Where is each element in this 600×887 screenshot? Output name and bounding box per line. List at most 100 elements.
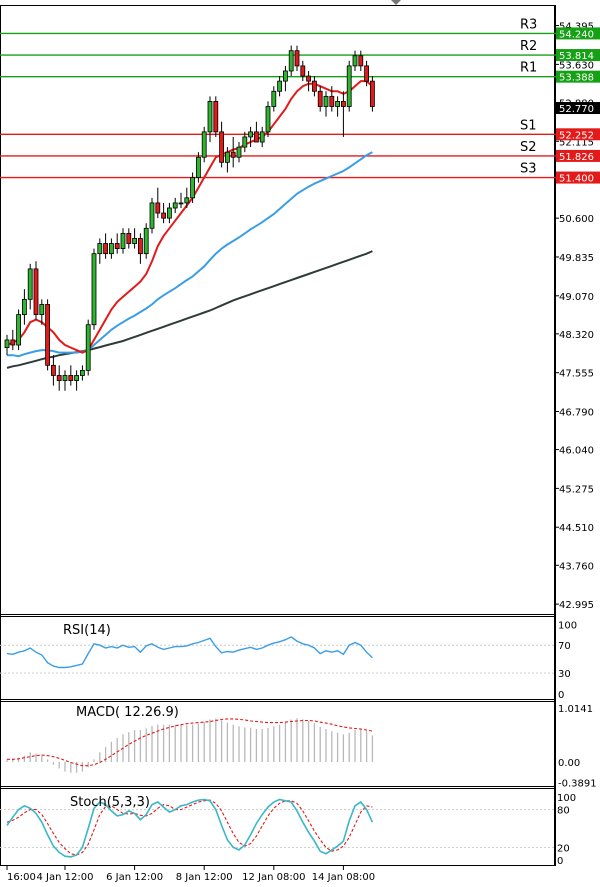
candle-body (288, 50, 294, 72)
candle-body (259, 131, 265, 143)
candle-body (120, 232, 126, 249)
y-tick-label: 49.835 (559, 253, 594, 264)
stoch-tick-label: 20 (557, 843, 570, 854)
pivot-name-s3: S3 (520, 162, 537, 177)
candle-body (190, 177, 196, 199)
candle-body (51, 364, 56, 376)
last-price-box (556, 102, 600, 115)
candle-body (230, 151, 236, 158)
candle-body (74, 375, 79, 381)
chart-frame (0, 5, 555, 866)
macd-title: MACD( 12.26.9) (76, 705, 179, 720)
candle-body (114, 243, 120, 249)
candle-body (172, 202, 178, 209)
candle-body (85, 324, 91, 371)
candle-body (300, 65, 306, 77)
candle-body (352, 55, 358, 67)
stoch-tick-label: 0 (557, 856, 563, 867)
y-tick-label: 42.995 (559, 600, 594, 611)
x-tick-label: 12 Jan 08:00 (242, 872, 305, 883)
candle-body (311, 80, 317, 92)
macd-tick-label: 0.00 (558, 758, 580, 769)
rsi-tick-label: 100 (558, 620, 577, 631)
pivot-price-box (556, 49, 600, 62)
x-tick-label: 16:00 (7, 872, 36, 883)
rsi-line (6, 636, 373, 669)
pivot-price-box (556, 128, 600, 141)
candle-body (10, 339, 16, 346)
y-tick-label: 52.115 (559, 137, 594, 148)
pivot-name-r3: R3 (520, 17, 537, 32)
candle-body (317, 90, 323, 107)
pivot-price-label: 51.826 (559, 152, 594, 163)
last-price-label: 52.770 (559, 104, 594, 115)
pivot-price-label: 53.388 (559, 73, 594, 84)
candle-body (201, 131, 207, 158)
candle-body (21, 298, 27, 315)
x-tick-label: 6 Jan 12:00 (106, 872, 163, 883)
candle-body (45, 304, 50, 366)
candle-body (207, 101, 213, 133)
candle-body (219, 131, 225, 163)
candle-body (236, 146, 242, 158)
x-tick-label: 4 Jan 12:00 (37, 872, 94, 883)
pivot-price-label: 52.252 (559, 130, 594, 141)
pivot-price-box (556, 27, 600, 40)
scroll-marker-icon (391, 0, 401, 5)
y-tick-label: 53.630 (559, 60, 594, 71)
candle-body (253, 131, 259, 143)
candle-body (329, 95, 335, 107)
candle-body (369, 80, 375, 107)
rsi-tick-label: 0 (558, 690, 564, 701)
y-tick-label: 48.320 (559, 330, 594, 341)
rsi-tick-label: 30 (558, 669, 571, 680)
candle-body (155, 202, 161, 214)
candle-body (195, 156, 201, 178)
rsi-tick-label: 70 (558, 641, 571, 652)
candle-body (27, 268, 33, 300)
y-tick-label: 49.070 (559, 292, 594, 303)
candle-body (56, 375, 62, 381)
rsi-title: RSI(14) (63, 623, 111, 638)
ma-blue-line (7, 151, 373, 358)
stoch-k-line (6, 798, 374, 858)
y-tick-label: 46.790 (559, 408, 594, 419)
candle-body (91, 253, 97, 326)
candle-body (103, 243, 108, 255)
candle-body (213, 101, 219, 133)
candle-body (166, 207, 172, 219)
pivot-price-box (556, 70, 600, 83)
candle-body (137, 238, 143, 255)
y-tick-label: 47.555 (559, 369, 594, 380)
pivot-name-s2: S2 (520, 140, 537, 155)
candle-body (271, 90, 277, 107)
candle-body (306, 75, 312, 82)
candle-body (143, 227, 149, 255)
candle-body (178, 202, 184, 205)
ma-dark-line (6, 250, 373, 369)
y-tick-label: 54.395 (559, 22, 594, 33)
candle-body (358, 55, 364, 67)
candle-body (277, 80, 283, 92)
y-tick-label: 50.600 (559, 214, 594, 225)
x-tick-label: 14 Jan 08:00 (312, 872, 375, 883)
candle-body (4, 339, 10, 348)
candle-body (248, 131, 254, 138)
macd-tick-label: -0.3891 (558, 779, 597, 790)
candle-body (346, 65, 352, 107)
candle-body (265, 106, 271, 133)
stoch-title: Stoch(5,3,3) (70, 795, 150, 810)
candle-body (294, 50, 300, 67)
candle-body (242, 136, 248, 148)
y-tick-label: 46.040 (559, 446, 594, 457)
pivot-name-s1: S1 (520, 118, 537, 133)
candle-body (109, 243, 114, 255)
candle-body (132, 238, 138, 244)
pivot-price-box (556, 149, 600, 162)
candle-body (340, 101, 346, 107)
macd-tick-label: 1.0141 (558, 704, 593, 715)
pivot-name-r2: R2 (520, 39, 537, 54)
candle-body (39, 304, 45, 315)
candle-body (126, 232, 132, 244)
